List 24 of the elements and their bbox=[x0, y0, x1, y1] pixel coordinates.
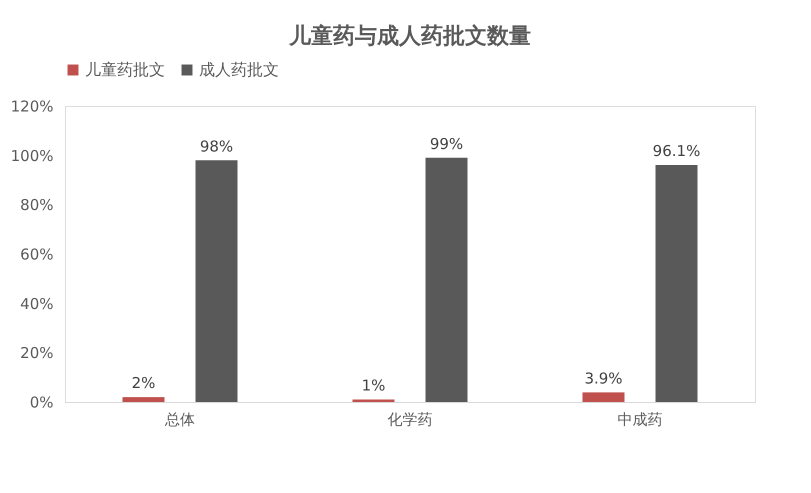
data-label: 96.1% bbox=[652, 142, 700, 160]
x-tick-label: 中成药 bbox=[618, 410, 662, 428]
bar bbox=[582, 392, 624, 402]
y-tick-label: 120% bbox=[10, 98, 54, 116]
chart-title: 儿童药与成人药批文数量 bbox=[288, 23, 531, 49]
data-label: 2% bbox=[132, 374, 156, 392]
legend-label: 儿童药批文 bbox=[85, 60, 165, 79]
y-tick-label: 40% bbox=[20, 294, 54, 313]
data-label: 3.9% bbox=[584, 369, 623, 388]
data-label: 99% bbox=[430, 134, 464, 153]
data-label: 98% bbox=[200, 137, 234, 156]
y-tick-label: 80% bbox=[20, 196, 54, 214]
bar bbox=[656, 164, 698, 402]
x-tick-label: 总体 bbox=[164, 410, 195, 428]
y-tick-label: 60% bbox=[20, 246, 54, 264]
legend-label: 成人药批文 bbox=[199, 60, 279, 79]
y-tick-label: 100% bbox=[10, 146, 54, 165]
y-tick-label: 0% bbox=[30, 394, 54, 412]
y-tick-label: 20% bbox=[20, 344, 54, 362]
bar bbox=[196, 160, 238, 402]
bar bbox=[426, 158, 468, 402]
data-label: 1% bbox=[362, 376, 386, 395]
bar bbox=[122, 397, 164, 402]
x-tick-label: 化学药 bbox=[388, 410, 432, 428]
